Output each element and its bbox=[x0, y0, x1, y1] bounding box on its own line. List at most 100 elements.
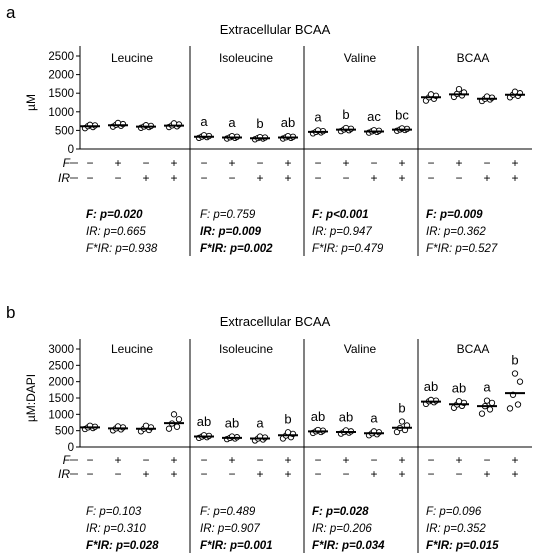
factor-level: + bbox=[170, 171, 177, 185]
data-point bbox=[514, 401, 522, 408]
significance-letter: ab bbox=[339, 409, 353, 424]
data-point bbox=[511, 370, 519, 377]
factor-level: + bbox=[114, 156, 121, 170]
data-point bbox=[165, 425, 173, 432]
factor-level: + bbox=[256, 467, 263, 481]
significance-letter: a bbox=[228, 115, 236, 130]
significance-letter: a bbox=[256, 416, 264, 431]
factor-level: + bbox=[170, 453, 177, 467]
data-point bbox=[516, 378, 524, 385]
p-value-text: F*IR: p=0.938 bbox=[86, 243, 158, 255]
factor-level: + bbox=[170, 467, 177, 481]
factor-level: − bbox=[200, 171, 207, 185]
group-name: BCAA bbox=[457, 51, 490, 65]
y-tick-label: 2000 bbox=[48, 377, 74, 389]
factor-level: − bbox=[228, 171, 235, 185]
factor-level: − bbox=[427, 156, 434, 170]
p-value-text: IR: p=0.907 bbox=[200, 523, 260, 535]
factor-level: + bbox=[511, 467, 518, 481]
factor-level: + bbox=[370, 171, 377, 185]
significance-letter: ab bbox=[311, 409, 325, 424]
factor-level: + bbox=[511, 453, 518, 467]
factor-level: − bbox=[427, 453, 434, 467]
factor-level: − bbox=[86, 156, 93, 170]
y-tick-label: 1500 bbox=[48, 393, 74, 405]
factor-level: + bbox=[284, 467, 291, 481]
factor-level: + bbox=[228, 453, 235, 467]
p-value-text: F: p=0.009 bbox=[426, 209, 483, 221]
factor-level: − bbox=[342, 171, 349, 185]
factor-level: − bbox=[114, 467, 121, 481]
factor-level: − bbox=[86, 453, 93, 467]
factor-level: − bbox=[455, 171, 462, 185]
factor-level: + bbox=[284, 171, 291, 185]
p-value-text: F*IR: p=0.002 bbox=[200, 243, 273, 255]
factor-level: − bbox=[142, 156, 149, 170]
p-value-text: F*IR: p=0.527 bbox=[426, 243, 498, 255]
significance-letter: b bbox=[284, 411, 291, 426]
factor-level: − bbox=[370, 156, 377, 170]
factor-level: + bbox=[398, 171, 405, 185]
data-point bbox=[455, 398, 463, 405]
y-tick-label: 500 bbox=[55, 426, 74, 438]
group-name: Isoleucine bbox=[219, 51, 273, 65]
panel-letter: b bbox=[6, 303, 15, 322]
factor-level: − bbox=[200, 453, 207, 467]
data-point bbox=[483, 397, 491, 404]
p-value-text: F*IR: p=0.034 bbox=[312, 540, 385, 552]
factor-level: + bbox=[284, 453, 291, 467]
p-value-text: F: p=0.103 bbox=[86, 506, 142, 518]
factor-level: + bbox=[228, 156, 235, 170]
factor-level: + bbox=[483, 467, 490, 481]
group-name: Leucine bbox=[111, 51, 153, 65]
factor-level: − bbox=[314, 156, 321, 170]
factor-level: − bbox=[114, 171, 121, 185]
p-value-text: F: p=0.489 bbox=[200, 506, 256, 518]
data-point bbox=[511, 88, 519, 95]
p-value-text: IR: p=0.352 bbox=[426, 523, 486, 535]
factor-level: − bbox=[256, 156, 263, 170]
significance-letter: a bbox=[200, 114, 208, 129]
y-tick-label: 0 bbox=[68, 144, 74, 156]
y-tick-label: 2500 bbox=[48, 360, 74, 372]
significance-letter: ab bbox=[424, 379, 438, 394]
significance-letter: a bbox=[314, 109, 322, 124]
factor-level: + bbox=[342, 156, 349, 170]
factor-level: + bbox=[256, 171, 263, 185]
significance-letter: b bbox=[256, 116, 263, 131]
factor-level: + bbox=[170, 156, 177, 170]
group-name: Isoleucine bbox=[219, 342, 273, 356]
p-value-text: IR: p=0.206 bbox=[312, 523, 372, 535]
p-value-text: F: p<0.001 bbox=[312, 209, 369, 221]
factor-level: + bbox=[455, 453, 462, 467]
factor-level: − bbox=[314, 171, 321, 185]
factor-level: + bbox=[398, 156, 405, 170]
y-tick-label: 500 bbox=[55, 125, 74, 137]
p-value-text: F: p=0.759 bbox=[200, 209, 256, 221]
significance-letter: ab bbox=[225, 416, 239, 431]
significance-letter: bc bbox=[395, 107, 409, 122]
significance-letter: ab bbox=[281, 115, 295, 130]
significance-letter: ab bbox=[197, 414, 211, 429]
y-tick-label: 2500 bbox=[48, 51, 74, 63]
chart-title: Extracellular BCAA bbox=[220, 22, 331, 37]
p-value-text: IR: p=0.009 bbox=[200, 226, 262, 238]
factor-level: − bbox=[228, 467, 235, 481]
data-point bbox=[398, 418, 406, 425]
factor-level: − bbox=[370, 453, 377, 467]
y-tick-label: 1500 bbox=[48, 88, 74, 100]
factor-level: − bbox=[483, 156, 490, 170]
data-point bbox=[478, 410, 486, 417]
factor-label: IR bbox=[58, 467, 70, 481]
factor-level: + bbox=[398, 467, 405, 481]
p-value-text: F*IR: p=0.479 bbox=[312, 243, 384, 255]
factor-level: + bbox=[342, 453, 349, 467]
factor-label: F bbox=[63, 453, 71, 467]
y-axis-label: µM bbox=[24, 94, 38, 111]
y-tick-label: 1000 bbox=[48, 107, 74, 119]
factor-level: + bbox=[114, 453, 121, 467]
factor-level: − bbox=[342, 467, 349, 481]
significance-letter: a bbox=[370, 410, 378, 425]
p-value-text: F: p=0.028 bbox=[312, 506, 369, 518]
